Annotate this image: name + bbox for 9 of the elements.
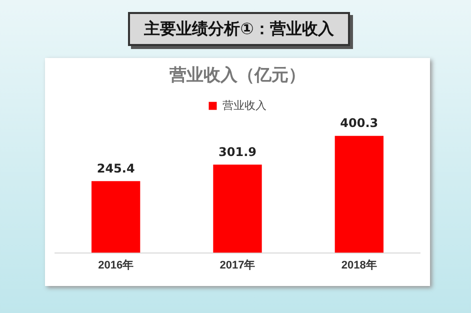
x-tick-label: 2017年 [220,258,256,272]
legend-label: 营业收入 [222,98,266,112]
x-tick-label: 2018年 [341,258,377,272]
chart-title: 主要业绩分析①：营业收入 [128,12,350,46]
data-label: 245.4 [96,161,135,176]
chart-subtitle: 营业收入（亿元） [168,66,306,86]
data-label: 301.9 [218,144,256,159]
data-label: 400.3 [340,116,378,130]
x-tick-label: 2016年 [98,258,134,272]
